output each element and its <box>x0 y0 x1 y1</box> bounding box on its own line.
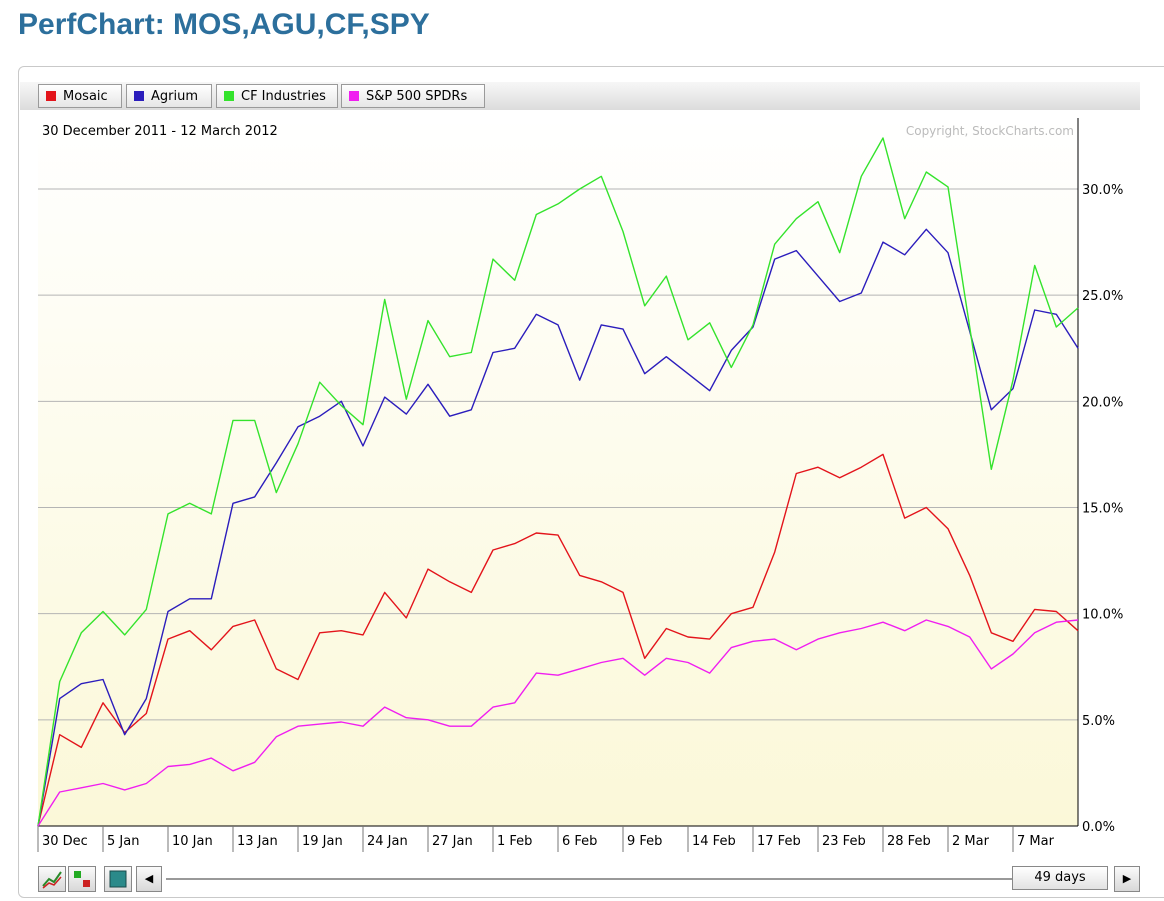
x-tick-label: 1 Feb <box>497 834 532 849</box>
x-tick-label: 7 Mar <box>1017 834 1055 849</box>
legend-sp500-spdrs[interactable]: S&P 500 SPDRs <box>341 84 485 108</box>
scroll-left-button[interactable]: ◀ <box>136 866 162 892</box>
copyright-label: Copyright, StockCharts.com <box>906 124 1074 138</box>
legend-cf-industries[interactable]: CF Industries <box>216 84 338 108</box>
x-tick-label: 30 Dec <box>42 834 88 849</box>
legend-swatch <box>349 91 359 101</box>
x-tick-label: 9 Feb <box>627 834 662 849</box>
legend-swatch <box>134 91 144 101</box>
x-tick-label: 14 Feb <box>692 834 736 849</box>
left-arrow-icon: ◀ <box>144 873 154 885</box>
page-title: PerfChart: MOS,AGU,CF,SPY <box>18 8 430 41</box>
legend-label: Mosaic <box>63 88 108 104</box>
legend-mosaic[interactable]: Mosaic <box>38 84 122 108</box>
legend-agrium[interactable]: Agrium <box>126 84 212 108</box>
line-chart-button[interactable] <box>38 866 66 892</box>
x-tick-label: 2 Mar <box>952 834 990 849</box>
x-tick-label: 28 Feb <box>887 834 931 849</box>
days-label: 49 days <box>1034 870 1086 885</box>
time-slider[interactable] <box>166 878 1012 880</box>
y-tick-label: 0.0% <box>1082 820 1115 835</box>
series-line-cf-industries <box>37 137 1079 827</box>
scroll-right-button[interactable]: ▶ <box>1114 866 1140 892</box>
days-selector[interactable]: 49 days <box>1012 866 1108 890</box>
y-tick-label: 5.0% <box>1082 714 1115 729</box>
window-icon <box>109 870 127 888</box>
x-tick-label: 27 Jan <box>432 834 473 849</box>
series-line-mosaic <box>37 453 1079 827</box>
legend-label: Agrium <box>151 88 199 104</box>
legend-label: CF Industries <box>241 88 326 104</box>
series-line-agrium <box>37 228 1079 827</box>
legend-swatch <box>224 91 234 101</box>
x-tick-label: 17 Feb <box>757 834 801 849</box>
x-tick-label: 24 Jan <box>367 834 408 849</box>
x-tick-label: 10 Jan <box>172 834 213 849</box>
settings-button[interactable] <box>104 866 132 892</box>
x-tick-label: 13 Jan <box>237 834 278 849</box>
y-tick-label: 30.0% <box>1082 183 1123 198</box>
line-chart-icon <box>42 871 62 889</box>
x-tick-label: 23 Feb <box>822 834 866 849</box>
y-tick-label: 25.0% <box>1082 289 1123 304</box>
bar-chart-icon <box>74 871 90 887</box>
perf-chart: 0.0% 5.0% 10.0% 15.0% 20.0% 25.0% 30.0% 30 Dec… <box>37 118 1123 852</box>
bar-chart-button[interactable] <box>68 866 96 892</box>
plot-background <box>38 118 1078 826</box>
y-tick-label: 15.0% <box>1082 502 1123 517</box>
legend-swatch <box>46 91 56 101</box>
y-tick-label: 20.0% <box>1082 395 1123 410</box>
x-tick-label: 5 Jan <box>107 834 139 849</box>
series-line-s-p-500-spdrs <box>37 619 1079 827</box>
y-tick-label: 10.0% <box>1082 608 1123 623</box>
x-tick-label: 6 Feb <box>562 834 597 849</box>
date-range-label: 30 December 2011 - 12 March 2012 <box>42 124 278 139</box>
legend-label: S&P 500 SPDRs <box>366 88 468 104</box>
right-arrow-icon: ▶ <box>1122 873 1132 885</box>
x-tick-label: 19 Jan <box>302 834 343 849</box>
